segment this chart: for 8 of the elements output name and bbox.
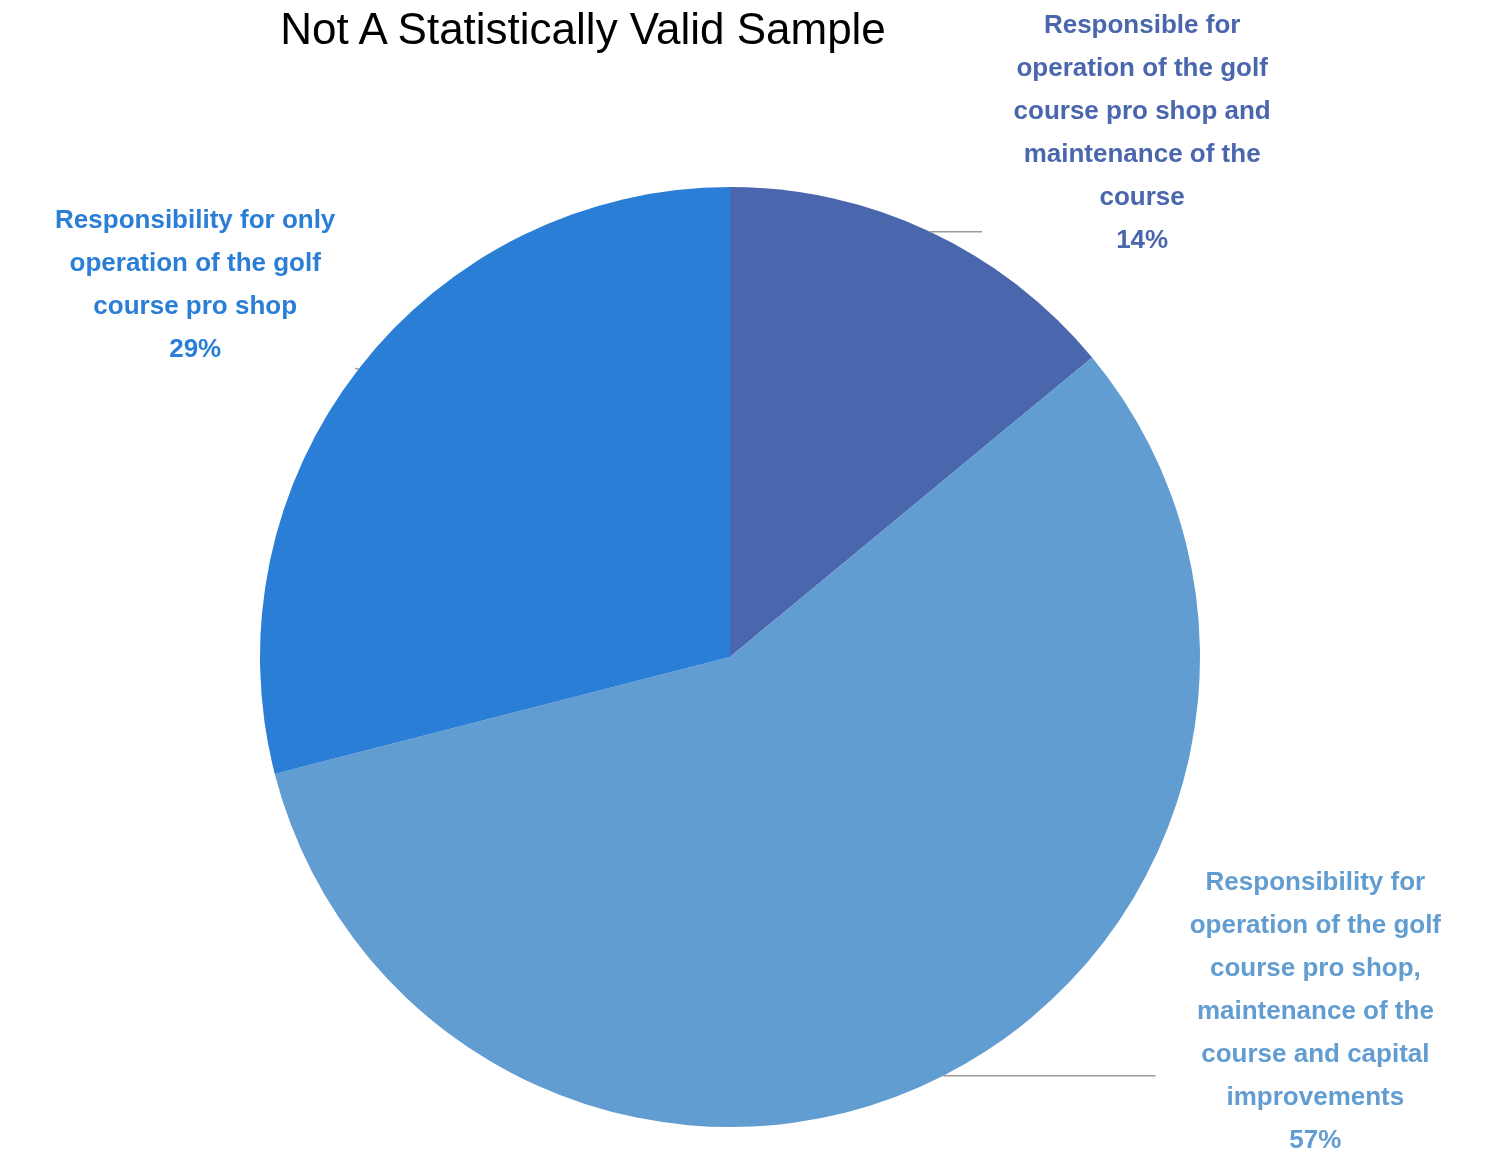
data-label: 57%: [1289, 1124, 1342, 1154]
slice-label: Responsibility for only operation of the golf course pro shop: [55, 203, 336, 320]
slice-label: Responsible for operation of the golf course pro shop and maintenance of the course: [1013, 9, 1271, 211]
chart-title: Not A Statistically Valid Sample: [280, 4, 886, 53]
pie-slice: [730, 187, 1093, 657]
data-label: 29%: [169, 332, 222, 363]
slice-label: Responsibility for operation of the golf course pro shop, maintenance of the course and capital improvements: [1189, 866, 1442, 1111]
data-label: 14%: [1116, 224, 1169, 254]
